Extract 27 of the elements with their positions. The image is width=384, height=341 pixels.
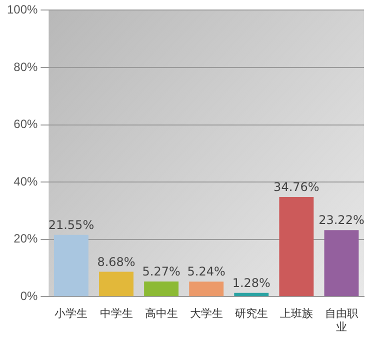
x-tick-label: 上班族	[280, 307, 313, 320]
bar	[189, 282, 224, 296]
x-tick-label: 小学生	[54, 307, 88, 320]
x-tick-label: 高中生	[144, 307, 178, 320]
data-label: 21.55%	[48, 218, 94, 232]
y-tick-label: 80%	[14, 60, 38, 74]
bar	[99, 272, 134, 296]
data-label: 34.76%	[274, 180, 320, 194]
data-label: 1.28%	[232, 276, 270, 290]
bar	[279, 197, 314, 296]
bar	[234, 292, 269, 296]
x-tick-label: 研究生	[234, 307, 268, 320]
bar	[144, 282, 179, 296]
y-tick-label: 20%	[14, 232, 38, 246]
data-label: 23.22%	[318, 213, 364, 228]
data-label: 5.24%	[187, 264, 226, 279]
y-tick-label: 0%	[20, 288, 38, 303]
bar	[324, 230, 359, 296]
x-tick-label: 大学生	[190, 307, 223, 320]
data-label: 8.68%	[97, 254, 136, 269]
x-tick-label: 中学生	[100, 307, 133, 320]
data-label: 5.27%	[142, 264, 180, 279]
x-tick-label: 自由职业	[324, 307, 358, 334]
bar	[54, 234, 88, 296]
y-tick-label: 100%	[6, 2, 38, 17]
y-tick-label: 40%	[14, 174, 38, 188]
y-tick-label: 60%	[14, 117, 38, 132]
